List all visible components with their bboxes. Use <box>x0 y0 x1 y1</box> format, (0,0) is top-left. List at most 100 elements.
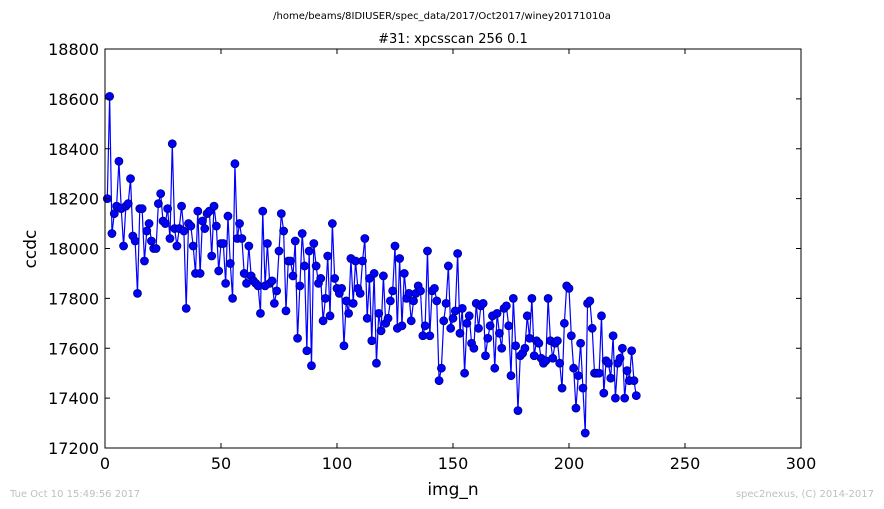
data-point <box>369 269 379 278</box>
data-point <box>627 346 637 356</box>
x-tick-label: 200 <box>554 454 585 473</box>
data-point <box>307 361 316 371</box>
data-point <box>237 234 247 243</box>
data-point <box>406 316 416 326</box>
data-point <box>446 323 456 333</box>
data-point <box>416 286 425 296</box>
data-point <box>309 239 319 248</box>
data-point <box>297 229 307 238</box>
footer-credit: spec2nexus, (C) 2014-2017 <box>736 489 874 500</box>
data-point <box>578 383 588 393</box>
data-point <box>156 189 166 199</box>
data-point <box>527 293 537 303</box>
data-point <box>460 368 470 378</box>
y-tick-label: 18200 <box>48 190 99 209</box>
suptitle: /home/beams/8IDIUSER/spec_data/2017/Oct2… <box>273 11 611 22</box>
data-point <box>344 308 354 318</box>
data-point <box>553 336 562 346</box>
data-point <box>520 343 530 353</box>
data-point <box>348 298 358 308</box>
footer-timestamp: Tue Oct 10 15:49:56 2017 <box>9 489 140 500</box>
x-axis-label: img_n <box>427 480 478 500</box>
data-point <box>555 358 565 368</box>
data-point <box>218 239 228 248</box>
data-point <box>569 363 579 373</box>
data-point <box>360 234 370 243</box>
data-point <box>388 286 398 296</box>
data-point <box>325 311 335 321</box>
data-point <box>126 174 135 184</box>
y-tick-label: 18800 <box>48 40 99 59</box>
data-point <box>223 211 233 221</box>
data-point <box>193 206 203 216</box>
x-tick-label: 0 <box>100 454 110 473</box>
data-point <box>107 229 117 238</box>
data-point <box>188 241 198 251</box>
y-tick-label: 18400 <box>48 140 99 159</box>
data-point <box>425 331 435 341</box>
data-point <box>374 308 384 318</box>
data-point <box>432 296 442 306</box>
data-point <box>631 391 641 401</box>
data-point <box>302 346 312 356</box>
data-point <box>290 236 300 246</box>
data-point <box>622 366 632 376</box>
data-point <box>358 256 367 266</box>
data-point <box>311 261 321 271</box>
data-point <box>367 336 377 346</box>
x-tick-label: 300 <box>786 454 817 473</box>
data-point <box>559 318 569 328</box>
data-point <box>323 251 333 261</box>
data-point <box>167 139 177 149</box>
y-tick-label: 17600 <box>48 339 99 358</box>
data-point <box>300 261 309 271</box>
data-point <box>198 216 207 226</box>
data-point <box>580 428 590 438</box>
data-point <box>337 283 347 293</box>
data-point <box>420 321 430 331</box>
data-point <box>119 241 128 251</box>
data-point <box>629 376 639 386</box>
data-point <box>281 306 291 316</box>
data-point <box>483 333 493 343</box>
y-axis-label: ccdc <box>21 230 41 269</box>
y-tick-label: 17800 <box>48 289 99 308</box>
data-point <box>362 313 372 323</box>
data-point <box>608 331 618 341</box>
data-point <box>378 271 388 281</box>
data-point <box>209 201 219 211</box>
data-point <box>355 288 365 298</box>
data-point <box>620 393 630 403</box>
data-point <box>286 256 296 266</box>
series-layer <box>102 91 641 438</box>
data-point <box>262 239 272 248</box>
data-point <box>320 293 330 303</box>
data-point <box>557 383 567 393</box>
x-tick-label: 100 <box>322 454 353 473</box>
data-point <box>228 293 238 303</box>
plot-area <box>105 49 801 448</box>
data-point <box>599 388 609 398</box>
y-tick-label: 18000 <box>48 240 99 259</box>
data-point <box>490 363 500 373</box>
data-point <box>522 311 532 321</box>
data-point <box>469 343 479 353</box>
data-point <box>571 403 581 413</box>
data-point <box>478 298 488 308</box>
data-point <box>564 283 574 293</box>
data-point <box>501 301 511 311</box>
data-point <box>142 226 152 236</box>
x-tick-label: 150 <box>438 454 469 473</box>
data-point <box>258 206 268 216</box>
data-point <box>423 246 432 256</box>
data-point <box>267 276 277 286</box>
data-point <box>436 363 446 373</box>
data-point <box>140 256 149 266</box>
data-point <box>611 393 620 403</box>
data-point <box>146 236 156 246</box>
data-point <box>256 308 265 318</box>
data-point <box>179 226 189 236</box>
data-point <box>448 313 458 323</box>
data-point <box>494 328 504 338</box>
data-point <box>453 249 463 258</box>
